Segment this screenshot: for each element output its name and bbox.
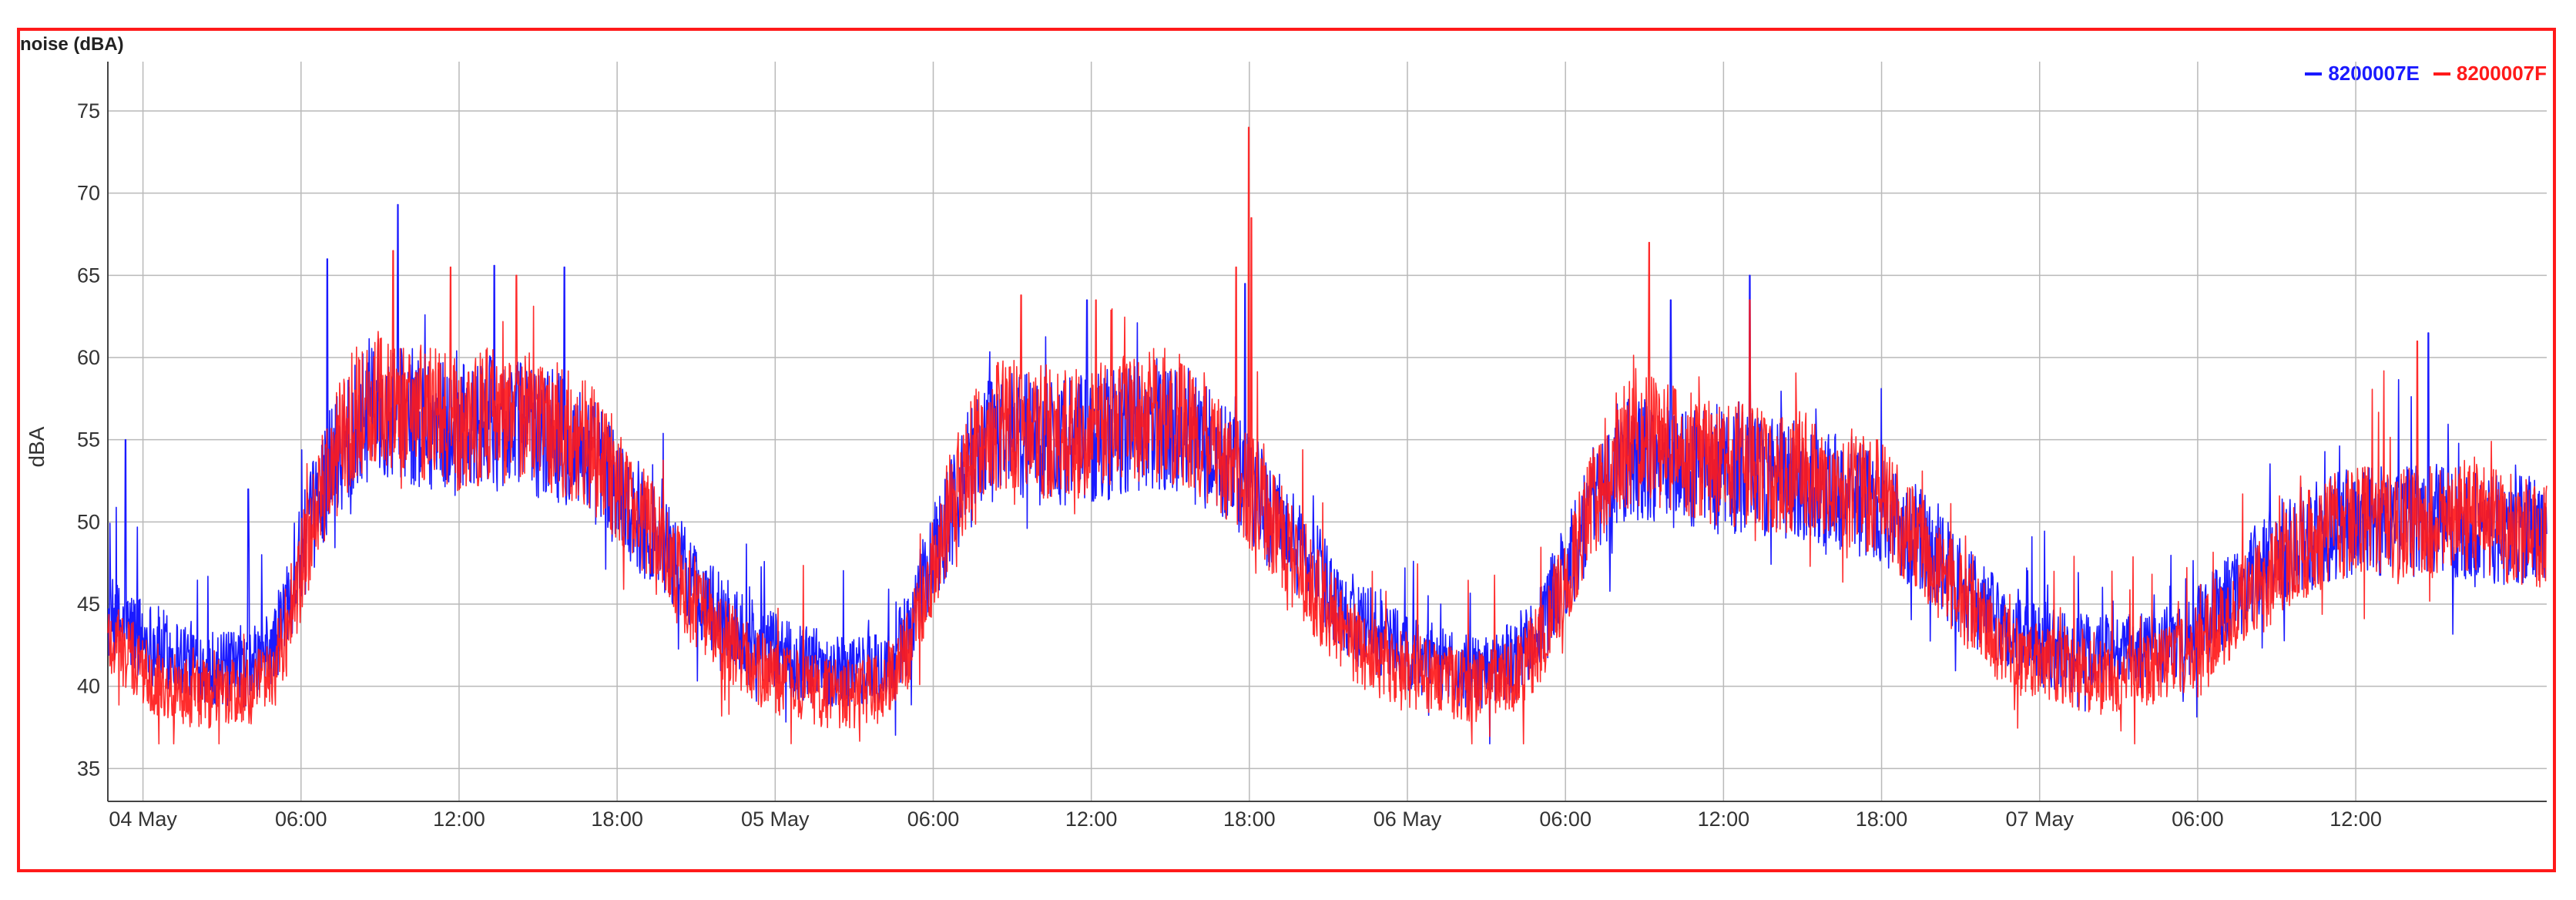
y-tick-label: 45	[77, 593, 100, 616]
x-tick-label: 18:00	[1223, 808, 1276, 831]
legend-item-8200007e[interactable]: 8200007E	[2305, 62, 2420, 86]
series-layer	[107, 126, 2547, 745]
x-tick-label: 12:00	[433, 808, 485, 831]
y-tick-label: 65	[77, 264, 100, 287]
axes: 35 40 45 50 55 60 65 70 75 04 May 06:00 12:00 18:00 0…	[77, 62, 2547, 831]
x-tick-label: 12:00	[2329, 808, 2382, 831]
y-tick-label: 75	[77, 99, 100, 123]
x-tick-label: 18:00	[1856, 808, 1908, 831]
y-tick-label: 55	[77, 428, 100, 452]
legend-label-8200007f: 8200007F	[2456, 62, 2547, 85]
x-tick-label: 04 May	[109, 808, 177, 831]
legend-swatch-8200007e	[2305, 72, 2323, 76]
x-tick-label: 06 May	[1374, 808, 1442, 831]
x-tick-label: 06:00	[275, 808, 327, 831]
legend-label-8200007e: 8200007E	[2328, 62, 2420, 85]
x-tick-label: 06:00	[2172, 808, 2224, 831]
y-tick-label: 50	[77, 510, 100, 533]
x-tick-label: 06:00	[1539, 808, 1592, 831]
y-tick-label: 40	[77, 675, 100, 698]
y-tick-label: 35	[77, 757, 100, 780]
y-tick-label: 70	[77, 182, 100, 205]
chart-title: noise (dBA)	[20, 34, 124, 55]
x-tick-label: 12:00	[1698, 808, 1750, 831]
x-tick-label: 07 May	[2005, 808, 2074, 831]
legend[interactable]: 8200007E 8200007F	[2305, 62, 2547, 86]
y-axis-label: dBA	[25, 426, 49, 467]
legend-item-8200007f[interactable]: 8200007F	[2433, 62, 2547, 86]
y-tick-label: 60	[77, 346, 100, 369]
chart-frame	[17, 28, 2556, 872]
series-line-8200007f	[107, 126, 2547, 745]
x-tick-label: 18:00	[591, 808, 643, 831]
x-tick-label: 05 May	[741, 808, 810, 831]
x-tick-label: 06:00	[907, 808, 960, 831]
x-tick-label: 12:00	[1065, 808, 1118, 831]
legend-swatch-8200007f	[2433, 72, 2450, 76]
